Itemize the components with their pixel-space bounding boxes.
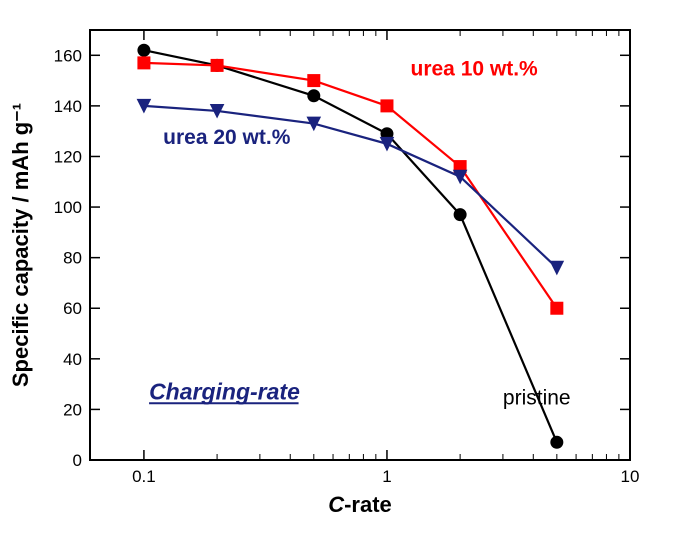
series-pristine-marker: [138, 44, 150, 56]
y-tick-label: 140: [54, 97, 82, 116]
y-tick-label: 60: [63, 299, 82, 318]
series-pristine-marker: [454, 209, 466, 221]
y-axis-label: Specific capacity / mAh g⁻¹: [8, 103, 33, 387]
series-urea-10wt-marker: [211, 59, 223, 71]
y-tick-label: 100: [54, 198, 82, 217]
series-pristine-label: pristine: [503, 386, 571, 409]
series-urea-10wt-label: urea 10 wt.%: [411, 58, 539, 81]
series-urea-10wt-marker: [551, 302, 563, 314]
y-tick-label: 160: [54, 46, 82, 65]
y-tick-label: 120: [54, 147, 82, 166]
x-tick-label: 10: [621, 467, 640, 486]
chart-svg: 0.1110020406080100120140160C-rateSpecifi…: [0, 0, 695, 535]
annotation: Charging-rate: [149, 378, 300, 404]
y-tick-label: 0: [73, 451, 82, 470]
series-urea-10wt-marker: [308, 75, 320, 87]
x-axis-label: C-rate: [328, 492, 392, 517]
series-urea-10wt-marker: [381, 100, 393, 112]
x-tick-label: 1: [382, 467, 391, 486]
series-pristine-marker: [308, 90, 320, 102]
y-tick-label: 80: [63, 249, 82, 268]
series-urea-20wt-label: urea 20 wt.%: [163, 126, 291, 149]
series-urea-10wt-marker: [138, 57, 150, 69]
chart-container: 0.1110020406080100120140160C-rateSpecifi…: [0, 0, 695, 535]
y-tick-label: 40: [63, 350, 82, 369]
series-pristine-marker: [551, 436, 563, 448]
chart-bg: [0, 0, 695, 535]
x-tick-label: 0.1: [132, 467, 156, 486]
y-tick-label: 20: [63, 400, 82, 419]
